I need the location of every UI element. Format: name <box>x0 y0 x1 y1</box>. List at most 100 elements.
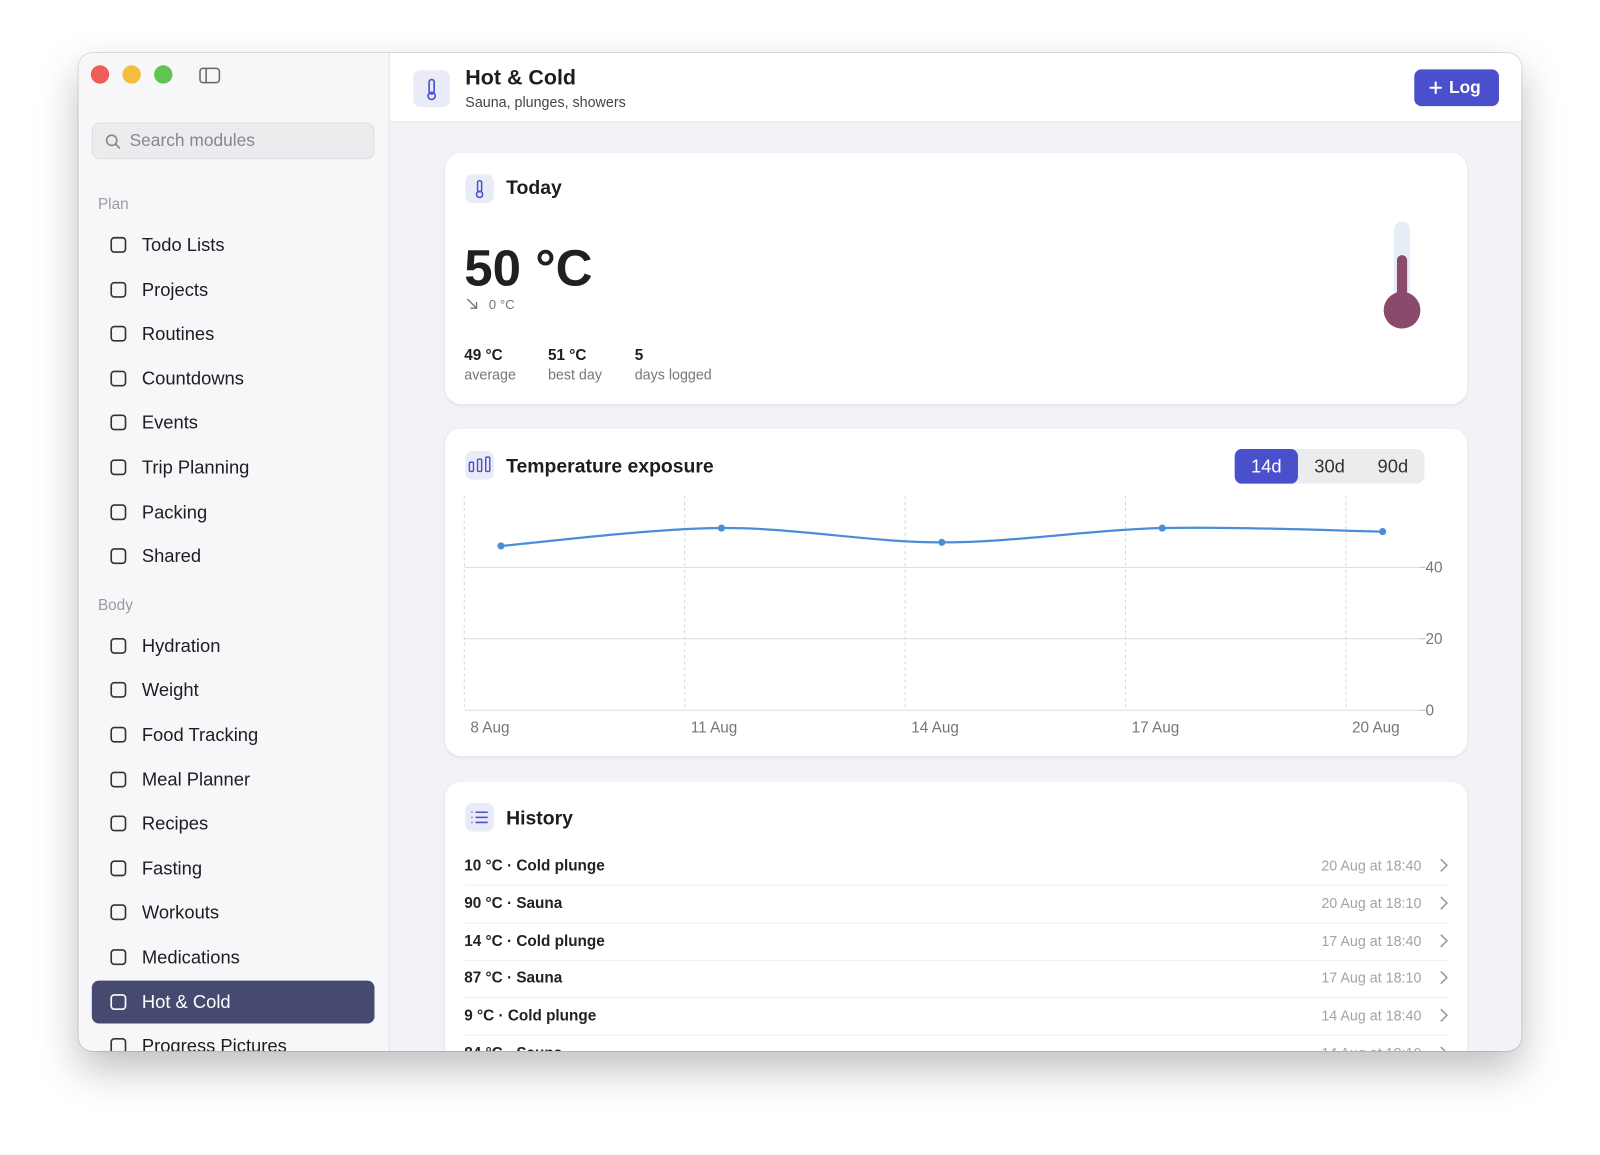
card-icon <box>465 451 494 480</box>
history-row[interactable]: 90 °C · Sauna 20 Aug at 18:10 <box>464 886 1449 924</box>
history-row[interactable]: 10 °C · Cold plunge 20 Aug at 18:40 <box>464 848 1449 886</box>
history-row[interactable]: 87 °C · Sauna 17 Aug at 18:10 <box>464 961 1449 999</box>
range-picker: 14d 30d 90d <box>1234 448 1425 484</box>
nav-label: Weight <box>141 679 199 701</box>
nav-label: Food Tracking <box>141 724 259 745</box>
card-icon <box>465 803 494 832</box>
nav-item[interactable]: Food Tracking <box>92 713 375 756</box>
header-icon <box>413 70 450 108</box>
chevron <box>1440 971 1449 985</box>
y-tick-label: 40 <box>1425 559 1442 576</box>
nav-item[interactable]: Routines <box>92 312 375 355</box>
nav-item[interactable]: Hot & Cold <box>91 980 375 1024</box>
point <box>938 538 946 546</box>
chevron <box>1440 933 1449 948</box>
nav-item[interactable]: Shared <box>92 535 375 578</box>
nav-icon <box>110 860 127 877</box>
entry-time: 17 Aug at 18:10 <box>1321 969 1422 987</box>
entry-text: 10 °C · Cold plunge <box>464 857 605 875</box>
nav-label: Routines <box>141 323 215 345</box>
entry-text: 84 °C · Sauna <box>464 1045 562 1051</box>
entry-text: 9 °C · Cold plunge <box>464 1007 597 1025</box>
minimize-button[interactable] <box>122 65 141 84</box>
history-card: History 10 °C · Cold plunge 20 Aug at 18:… <box>444 781 1468 1052</box>
zoom-button[interactable] <box>154 65 173 84</box>
log-label: Log <box>1448 77 1481 97</box>
entry-time: 20 Aug at 18:10 <box>1321 894 1422 912</box>
nav-icon <box>110 370 127 387</box>
nav-item[interactable]: Workouts <box>92 891 375 934</box>
stat-label: days logged <box>634 366 712 383</box>
stat-label: best day <box>547 366 602 383</box>
today-value: 50 °C <box>464 239 593 297</box>
nav-icon <box>110 815 127 832</box>
sidebar-toggle[interactable] <box>199 66 221 84</box>
entry-time: 17 Aug at 18:40 <box>1321 932 1422 949</box>
nav-label: Meal Planner <box>141 768 251 790</box>
entry-text: 14 °C · Cold plunge <box>464 932 605 950</box>
today-card: Today 50 °C 0 °C 49 °C average 51 °C best d… <box>444 153 1468 405</box>
card-title: History <box>506 808 573 830</box>
x-tick-label: 14 Aug <box>911 720 959 737</box>
nav-icon <box>110 637 127 654</box>
nav-icon <box>110 459 127 476</box>
thermometer <box>1383 221 1421 329</box>
nav-label: Recipes <box>141 813 209 834</box>
header: Hot & Cold Sauna, plunges, showers Log <box>389 53 1522 123</box>
nav-item[interactable]: Trip Planning <box>92 446 375 489</box>
chart-card: Temperature exposure 14d 30d 90d 0 20 40 8 Au… <box>444 428 1468 757</box>
entry-text: 87 °C · Sauna <box>464 969 563 988</box>
nav-item[interactable]: Fasting <box>92 847 375 890</box>
history-row[interactable]: 84 °C · Sauna 14 Aug at 18:10 <box>464 1036 1449 1052</box>
nav-icon <box>110 281 127 298</box>
nav-item[interactable]: Meal Planner <box>92 758 375 801</box>
nav-label: Medications <box>141 946 240 968</box>
x-tick-label: 11 Aug <box>691 720 738 737</box>
nav-icon <box>110 949 127 966</box>
range-option[interactable]: 90d <box>1377 456 1409 477</box>
nav-item[interactable]: Events <box>92 401 375 444</box>
nav-icon <box>110 503 127 520</box>
log-button[interactable]: Log <box>1414 69 1499 107</box>
point <box>497 542 505 550</box>
chevron <box>1440 858 1449 872</box>
nav-label: Hydration <box>141 635 221 656</box>
nav-icon <box>110 414 127 431</box>
history-row[interactable]: 14 °C · Cold plunge 17 Aug at 18:40 <box>464 923 1449 961</box>
nav-item[interactable]: Packing <box>92 490 375 533</box>
nav-icon <box>110 548 127 565</box>
card-icon <box>465 174 494 204</box>
range-option[interactable]: 30d <box>1314 456 1345 477</box>
range-option[interactable]: 14d <box>1234 448 1298 484</box>
nav-label: Events <box>141 412 198 434</box>
y-tick-label: 0 <box>1425 702 1434 719</box>
nav-icon <box>110 726 127 743</box>
stat-label: average <box>464 366 516 383</box>
close-button[interactable] <box>90 65 110 84</box>
chevron <box>1440 896 1449 910</box>
nav-label: Fasting <box>141 857 203 879</box>
nav-item[interactable]: Countdowns <box>92 357 375 400</box>
sidebar: Search modules Plan Todo Lists Projects Rou… <box>78 53 390 1052</box>
entry-time: 14 Aug at 18:40 <box>1321 1007 1422 1024</box>
nav-item[interactable]: Projects <box>92 268 375 311</box>
section-title: Body <box>97 596 133 615</box>
stat-value: 49 °C <box>464 346 503 365</box>
nav-item[interactable]: Todo Lists <box>92 223 375 266</box>
search-field[interactable]: Search modules <box>91 122 375 160</box>
nav-label: Countdowns <box>141 368 244 389</box>
nav-icon <box>110 682 127 699</box>
nav-item[interactable]: Medications <box>92 936 375 979</box>
card-title: Temperature exposure <box>506 456 714 478</box>
entry-time: 20 Aug at 18:40 <box>1321 857 1422 874</box>
nav-label: Workouts <box>141 902 220 923</box>
search-icon <box>105 134 121 150</box>
nav-item[interactable]: Recipes <box>92 802 375 845</box>
nav-item[interactable]: Weight <box>92 669 375 712</box>
point <box>1379 528 1387 536</box>
main-pane: Hot & Cold Sauna, plunges, showers Log T… <box>389 53 1522 1052</box>
history-row[interactable]: 9 °C · Cold plunge 14 Aug at 18:40 <box>464 998 1449 1036</box>
nav-item[interactable]: Hydration <box>92 624 375 667</box>
nav-item[interactable]: Progress Pictures <box>92 1025 375 1052</box>
